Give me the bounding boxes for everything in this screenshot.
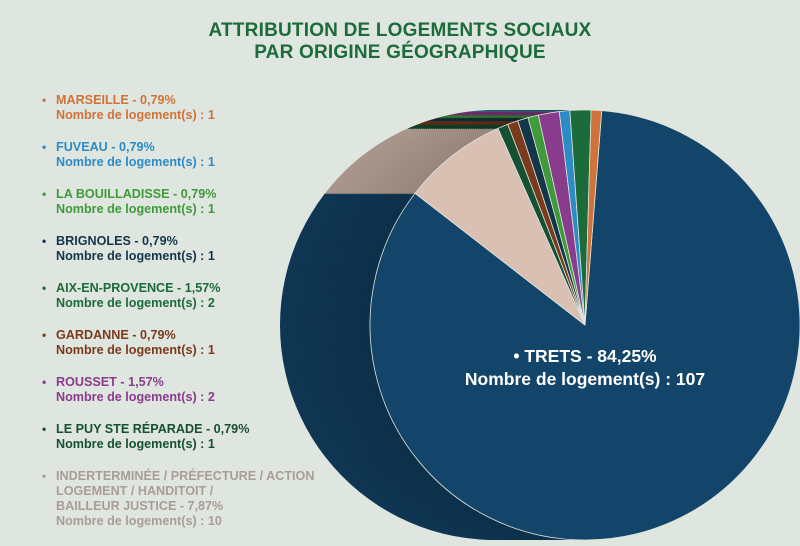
legend-item-detail: Nombre de logement(s) : 1: [56, 202, 215, 216]
legend-item-detail: Nombre de logement(s) : 1: [56, 155, 215, 169]
legend-item-detail: Nombre de logement(s) : 2: [56, 390, 215, 404]
pie-slice: [369, 110, 800, 541]
chart-title-line-1: ATTRIBUTION DE LOGEMENTS SOCIAUX: [208, 20, 592, 41]
legend-item-detail: Nombre de logement(s) : 10: [56, 514, 222, 528]
legend-item-detail: BAILLEUR JUSTICE - 7,87%: [56, 499, 224, 513]
pie-slice: [584, 109, 603, 326]
legend-item-detail: LOGEMENT / HANDITOIT /: [56, 484, 214, 498]
legend-item: AIX-EN-PROVENCE - 1,57%Nombre de logemen…: [40, 281, 350, 311]
trets-callout-percent: • TRETS - 84,25%: [513, 346, 657, 366]
legend-item-detail: Nombre de logement(s) : 2: [56, 296, 215, 310]
chart-title-line-2: PAR ORIGINE GÉOGRAPHIQUE: [254, 42, 546, 63]
legend-item: LA BOUILLADISSE - 0,79%Nombre de logemen…: [40, 187, 350, 217]
trets-callout: • TRETS - 84,25% Nombre de logement(s) :…: [425, 345, 745, 391]
legend-item-label: GARDANNE - 0,79%: [40, 328, 350, 343]
legend-item: MARSEILLE - 0,79%Nombre de logement(s) :…: [40, 93, 350, 123]
legend-item: LE PUY STE RÉPARADE - 0,79%Nombre de log…: [40, 422, 350, 452]
legend-item-detail: Nombre de logement(s) : 1: [56, 343, 215, 357]
legend-item-label: ROUSSET - 1,57%: [40, 375, 350, 390]
legend-item-detail: Nombre de logement(s) : 1: [56, 249, 215, 263]
legend-item-label: LA BOUILLADISSE - 0,79%: [40, 187, 350, 202]
legend-item: INDERTERMINÉE / PRÉFECTURE / ACTIONLOGEM…: [40, 469, 350, 529]
pie-slices: [369, 109, 800, 541]
legend-item-detail: Nombre de logement(s) : 1: [56, 108, 215, 122]
trets-callout-count: Nombre de logement(s) : 107: [464, 369, 706, 389]
legend-item-label: FUVEAU - 0,79%: [40, 140, 350, 155]
legend-item-label: BRIGNOLES - 0,79%: [40, 234, 350, 249]
legend-item-detail: Nombre de logement(s) : 1: [56, 437, 215, 451]
legend-item-label: MARSEILLE - 0,79%: [40, 93, 350, 108]
legend-item: GARDANNE - 0,79%Nombre de logement(s) : …: [40, 328, 350, 358]
legend-item: BRIGNOLES - 0,79%Nombre de logement(s) :…: [40, 234, 350, 264]
legend-item-label: LE PUY STE RÉPARADE - 0,79%: [40, 422, 350, 437]
legend-item: FUVEAU - 0,79%Nombre de logement(s) : 1: [40, 140, 350, 170]
legend-item-label: INDERTERMINÉE / PRÉFECTURE / ACTION: [40, 469, 350, 484]
legend-item: ROUSSET - 1,57%Nombre de logement(s) : 2: [40, 375, 350, 405]
pie-slice: [414, 127, 586, 326]
chart-title: ATTRIBUTION DE LOGEMENTS SOCIAUX PAR ORI…: [150, 20, 650, 64]
legend-item-label: AIX-EN-PROVENCE - 1,57%: [40, 281, 350, 296]
chart-legend: MARSEILLE - 0,79%Nombre de logement(s) :…: [40, 93, 350, 546]
